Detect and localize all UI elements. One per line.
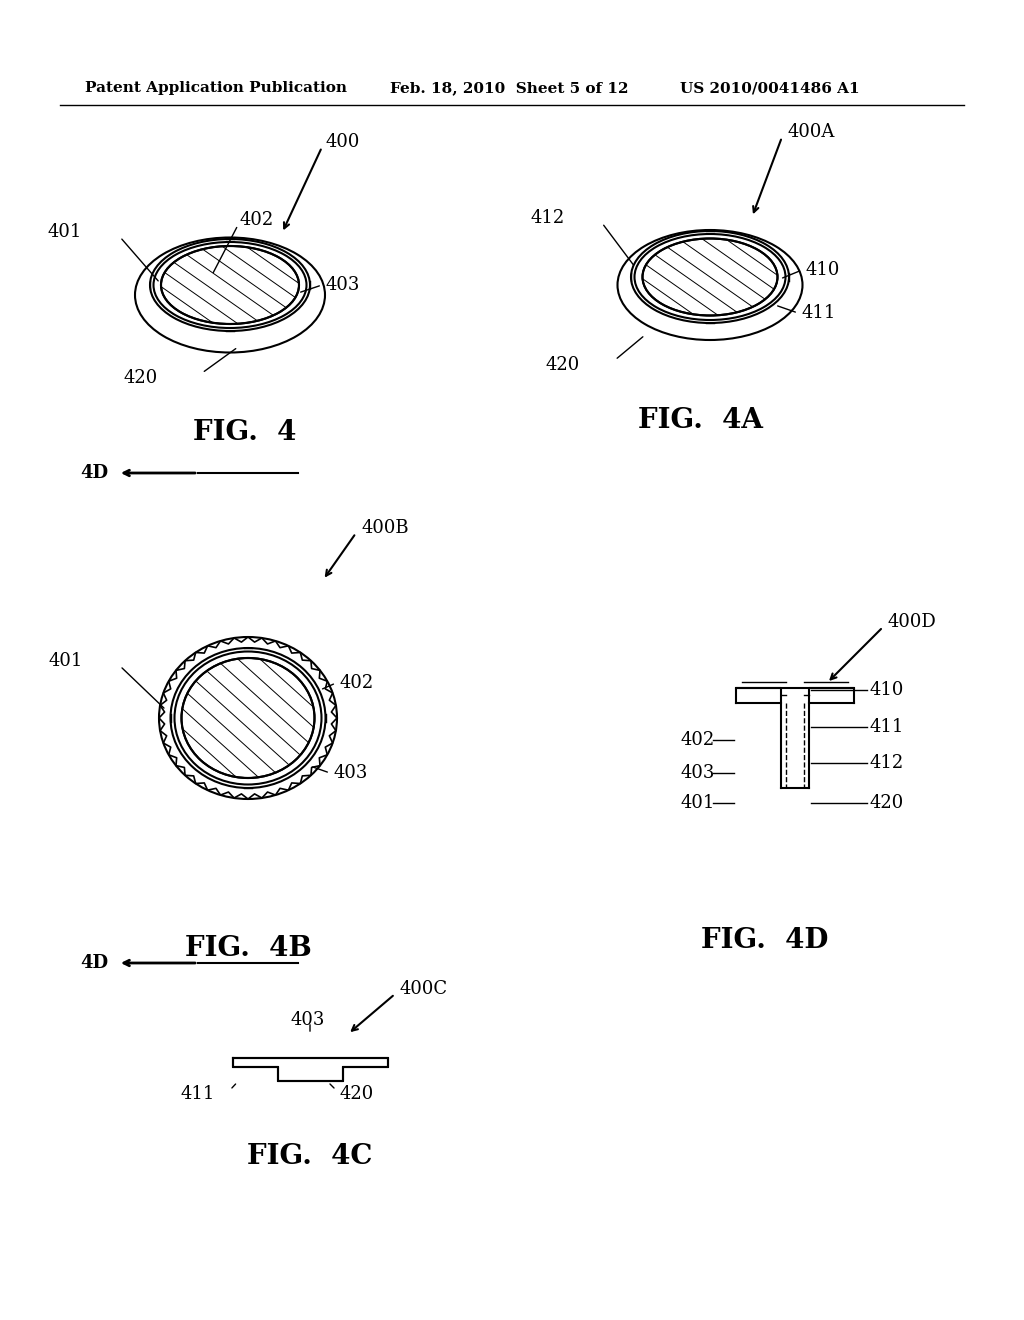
Ellipse shape — [642, 239, 777, 315]
Text: US 2010/0041486 A1: US 2010/0041486 A1 — [680, 81, 859, 95]
Text: 400C: 400C — [400, 979, 449, 998]
Text: Feb. 18, 2010  Sheet 5 of 12: Feb. 18, 2010 Sheet 5 of 12 — [390, 81, 629, 95]
Text: 412: 412 — [870, 754, 904, 772]
Text: 400A: 400A — [788, 123, 836, 141]
Text: 412: 412 — [530, 209, 565, 227]
Text: 411: 411 — [802, 304, 837, 322]
Text: 400B: 400B — [361, 519, 409, 537]
Text: Patent Application Publication: Patent Application Publication — [85, 81, 347, 95]
Text: 4D: 4D — [80, 954, 108, 972]
Text: 401: 401 — [48, 652, 83, 671]
Text: 410: 410 — [805, 261, 840, 279]
Text: FIG.  4: FIG. 4 — [194, 420, 297, 446]
Text: 420: 420 — [870, 795, 904, 812]
Text: FIG.  4A: FIG. 4A — [638, 407, 763, 433]
Text: 401: 401 — [48, 223, 82, 242]
Text: 401: 401 — [681, 795, 715, 812]
Text: FIG.  4C: FIG. 4C — [248, 1143, 373, 1171]
Text: 400: 400 — [326, 133, 360, 150]
Text: 403: 403 — [334, 764, 369, 781]
Text: FIG.  4B: FIG. 4B — [184, 935, 311, 961]
Text: 4D: 4D — [80, 465, 108, 482]
Text: 403: 403 — [681, 764, 715, 781]
Polygon shape — [232, 1057, 387, 1081]
Text: 411: 411 — [180, 1085, 215, 1104]
Text: 402: 402 — [681, 731, 715, 748]
Text: 420: 420 — [340, 1085, 374, 1104]
Ellipse shape — [181, 657, 314, 777]
Text: 400D: 400D — [888, 612, 937, 631]
Text: 403: 403 — [291, 1011, 326, 1030]
Text: 402: 402 — [240, 211, 274, 228]
Text: FIG.  4D: FIG. 4D — [701, 927, 828, 953]
Text: 410: 410 — [870, 681, 904, 700]
Text: 402: 402 — [340, 675, 374, 692]
Text: 420: 420 — [124, 370, 158, 387]
Ellipse shape — [161, 246, 299, 323]
Text: 403: 403 — [325, 276, 359, 294]
Text: 411: 411 — [870, 718, 904, 737]
Text: 420: 420 — [546, 356, 580, 374]
